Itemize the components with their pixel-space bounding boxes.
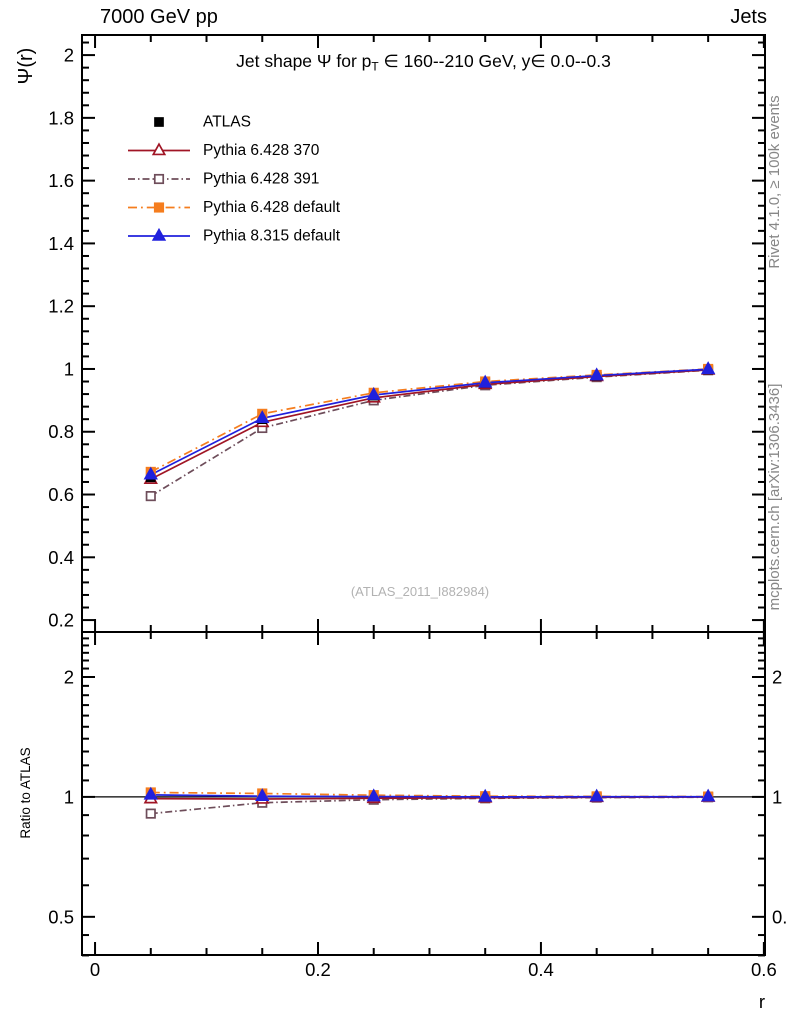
legend-label: Pythia 6.428 default xyxy=(203,199,341,216)
series-line-main xyxy=(150,368,709,476)
data-point-marker xyxy=(143,786,158,800)
y-tick-label: 1.4 xyxy=(48,233,74,254)
main-panel-border xyxy=(81,34,766,633)
y-tick-label: 0.4 xyxy=(48,547,74,568)
legend-label: ATLAS xyxy=(203,114,251,131)
data-point-marker xyxy=(478,788,493,802)
y-tick-label: 1.6 xyxy=(48,170,74,191)
legend-label: Pythia 6.428 370 xyxy=(203,142,320,159)
legend-marker xyxy=(153,173,165,185)
mcplots-arxiv-note: mcplots.cern.ch [arXiv:1306.3436] xyxy=(766,384,783,611)
data-point-marker xyxy=(145,808,156,819)
ratio-tick-label-right: 1 xyxy=(772,786,782,807)
x-tick-label: 0 xyxy=(90,959,100,980)
ratio-tick-label-left: 0.5 xyxy=(48,906,74,927)
y-tick-label: 1.2 xyxy=(48,296,74,317)
ratio-y-axis-title: Ratio to ATLAS xyxy=(18,747,33,838)
series-line-ratio xyxy=(150,793,709,798)
legend-label: Pythia 8.315 default xyxy=(203,228,341,245)
legend-marker xyxy=(151,142,167,156)
legend-label: Pythia 6.428 391 xyxy=(203,171,319,188)
beam-energy-label: 7000 GeV pp xyxy=(100,6,218,28)
data-point-marker xyxy=(589,367,604,381)
data-point-marker xyxy=(255,410,270,424)
y-tick-label: 1 xyxy=(64,358,74,379)
main-y-axis-title: Ψ(r) xyxy=(15,48,37,85)
series-line-main xyxy=(150,369,709,480)
plot-title: Jet shape Ψ for pT ∈ 160--210 GeV, y∈ 0.… xyxy=(82,51,765,74)
legend-marker xyxy=(151,227,167,241)
data-point-marker xyxy=(366,386,381,400)
x-tick-label: 0.2 xyxy=(305,959,331,980)
data-point-marker xyxy=(255,788,270,802)
data-point-marker xyxy=(700,788,716,802)
legend-marker xyxy=(154,117,164,127)
plot-title-part1: Jet shape Ψ for p xyxy=(236,51,372,71)
x-axis-title: r xyxy=(759,991,765,1012)
plot-title-subscript: T xyxy=(371,59,379,74)
analysis-group-label: Jets xyxy=(730,6,767,28)
y-tick-label: 0.8 xyxy=(48,421,74,442)
data-point-marker xyxy=(366,788,381,802)
ratio-tick-label-right: 2 xyxy=(772,666,782,687)
y-tick-label: 0.6 xyxy=(48,484,74,505)
ratio-tick-label-left: 2 xyxy=(64,666,74,687)
data-point-marker xyxy=(700,361,716,375)
legend-marker xyxy=(153,202,165,213)
data-point-marker xyxy=(478,374,493,388)
y-tick-label: 0.2 xyxy=(48,610,74,631)
ratio-tick-label-left: 1 xyxy=(64,786,74,807)
data-point-marker xyxy=(143,466,158,480)
rivet-version-note: Rivet 4.1.0, ≥ 100k events xyxy=(766,95,783,268)
y-tick-label: 1.8 xyxy=(48,107,74,128)
x-tick-label: 0.6 xyxy=(751,959,777,980)
ratio-panel-border xyxy=(81,631,766,956)
ratio-tick-label-right: 0.5 xyxy=(772,906,786,927)
analysis-id-watermark: (ATLAS_2011_I882984) xyxy=(350,584,490,599)
data-point-marker xyxy=(145,491,156,502)
series-line-main xyxy=(150,368,709,473)
data-point-marker xyxy=(589,788,604,802)
x-tick-label: 0.4 xyxy=(528,959,554,980)
y-tick-label: 2 xyxy=(64,45,74,66)
plot-title-part2: ∈ 160--210 GeV, y∈ 0.0--0.3 xyxy=(378,51,611,71)
